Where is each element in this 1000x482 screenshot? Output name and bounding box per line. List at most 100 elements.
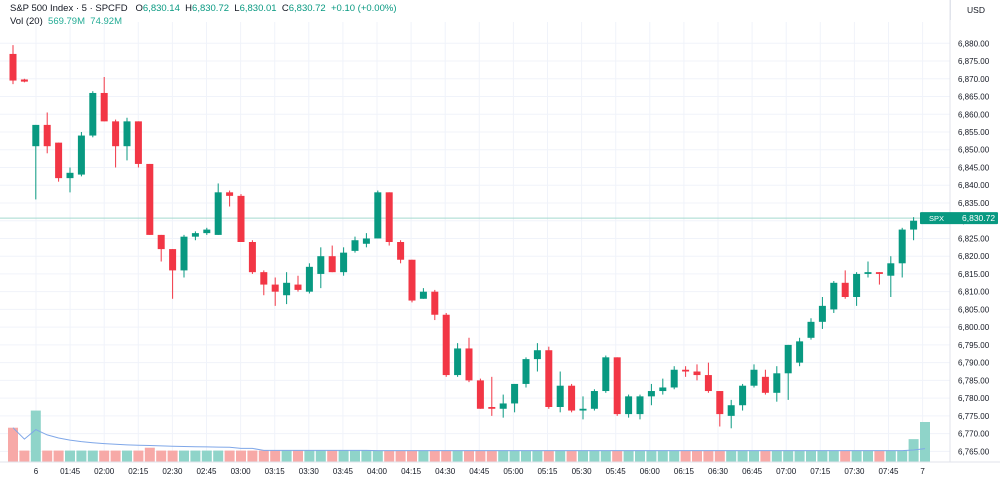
candle — [340, 247, 348, 276]
price-tick-label: 6,835.00 — [958, 199, 990, 208]
candle-body — [20, 79, 28, 82]
candle-body — [898, 229, 906, 264]
volume-bar — [623, 450, 634, 462]
volume-bar — [30, 410, 41, 462]
price-tick-label: 6,845.00 — [958, 163, 990, 172]
volume-bar — [418, 450, 429, 462]
volume-label[interactable]: Vol (20) — [10, 16, 43, 27]
volume-bar — [760, 450, 771, 462]
time-tick-label: 02:15 — [128, 467, 149, 476]
time-tick-label: 07:30 — [844, 467, 865, 476]
candle — [294, 275, 302, 292]
volume-bar — [441, 450, 452, 462]
volume-bar — [646, 450, 657, 462]
volume-bar — [236, 450, 246, 462]
candle — [271, 277, 279, 306]
candle — [841, 270, 849, 299]
volume-bar — [680, 450, 691, 462]
volume-bar — [110, 450, 121, 462]
symbol-title[interactable]: S&P 500 Index · 5 · SPCFD — [10, 3, 128, 14]
candle-body — [613, 357, 621, 415]
candle — [910, 217, 918, 241]
candle-body — [590, 391, 598, 409]
price-scale[interactable]: 6,880.00 6,875.00 6,870.00 6,865.00 6,860.00… — [958, 39, 990, 456]
candle — [465, 337, 473, 383]
volume-bar — [589, 450, 600, 462]
candle-body — [625, 396, 633, 415]
candle-body — [647, 391, 655, 397]
last-price-tag: SPX 6,830.72 — [920, 212, 998, 225]
volume-bar — [304, 450, 315, 462]
volume-bar — [65, 450, 75, 462]
candle-body — [693, 371, 701, 376]
candle — [693, 364, 701, 381]
price-tick-label: 6,860.00 — [958, 110, 990, 119]
volume-bar — [851, 450, 862, 462]
currency-label[interactable]: USD — [950, 0, 1000, 20]
candle-body — [66, 172, 74, 179]
volume-bar — [384, 450, 395, 462]
time-tick-label: 07:15 — [810, 467, 831, 476]
time-tick-label: 03:15 — [265, 467, 286, 476]
price-tick-label: 6,840.00 — [958, 181, 990, 190]
volume-bar — [76, 450, 87, 462]
volume-bar — [863, 450, 873, 462]
price-tick-label: 6,785.00 — [958, 376, 990, 385]
time-scale[interactable]: 6 01:45 02:00 02:15 02:30 02:45 03:00 03:15 03:3… — [34, 467, 926, 476]
close-value: 6,830.72 — [288, 3, 326, 14]
volume-ma-line — [12, 427, 926, 452]
candle — [807, 318, 815, 340]
volume-bar — [794, 450, 805, 462]
candle — [305, 263, 313, 294]
time-tick-label: 06:00 — [640, 467, 661, 476]
candle-body — [419, 291, 427, 299]
candle — [32, 124, 40, 200]
candle — [442, 312, 450, 377]
candle-body — [853, 273, 861, 297]
ohlc-legend: S&P 500 Index · 5 · SPCFD O6,830.14 H6,8… — [10, 3, 397, 14]
candle-body — [260, 272, 268, 285]
candle — [488, 376, 496, 416]
candle-body — [727, 405, 735, 416]
candle-body — [408, 259, 416, 301]
time-tick-label: 03:00 — [231, 467, 252, 476]
volume-bar — [247, 450, 258, 462]
candle-body — [910, 220, 918, 230]
volume-bars — [8, 410, 930, 462]
volume-bar — [87, 450, 98, 462]
candle — [613, 357, 621, 416]
candle-body — [283, 282, 291, 296]
candle — [191, 231, 199, 241]
candle-body — [750, 369, 758, 386]
volume-bar — [475, 450, 486, 462]
candle — [408, 259, 416, 303]
volume-bar — [429, 450, 440, 462]
candle-body — [875, 272, 883, 274]
candle — [157, 234, 165, 262]
price-tick-label: 6,770.00 — [958, 430, 990, 439]
candle — [112, 119, 120, 168]
candle-body — [374, 192, 382, 239]
volume-bar — [190, 450, 201, 462]
volume-bar — [133, 450, 144, 462]
volume-bar — [338, 450, 349, 462]
time-tick-label: 06:45 — [742, 467, 763, 476]
candle — [419, 288, 427, 299]
volume-bar — [703, 450, 714, 462]
candle — [100, 77, 108, 122]
candle-body — [864, 272, 872, 274]
time-tick-label: 04:30 — [435, 467, 456, 476]
volume-bar — [281, 450, 292, 462]
candle-body — [796, 341, 804, 363]
price-tick-label: 6,825.00 — [958, 234, 990, 243]
candle-body — [169, 249, 177, 271]
volume-bar — [19, 450, 30, 462]
volume-bar — [840, 450, 851, 462]
volume-bar — [920, 422, 930, 462]
volume-bar — [372, 450, 383, 462]
candle-body — [488, 407, 496, 409]
candle-body — [807, 321, 815, 338]
candle-body — [545, 350, 553, 407]
candle-body — [465, 348, 473, 381]
